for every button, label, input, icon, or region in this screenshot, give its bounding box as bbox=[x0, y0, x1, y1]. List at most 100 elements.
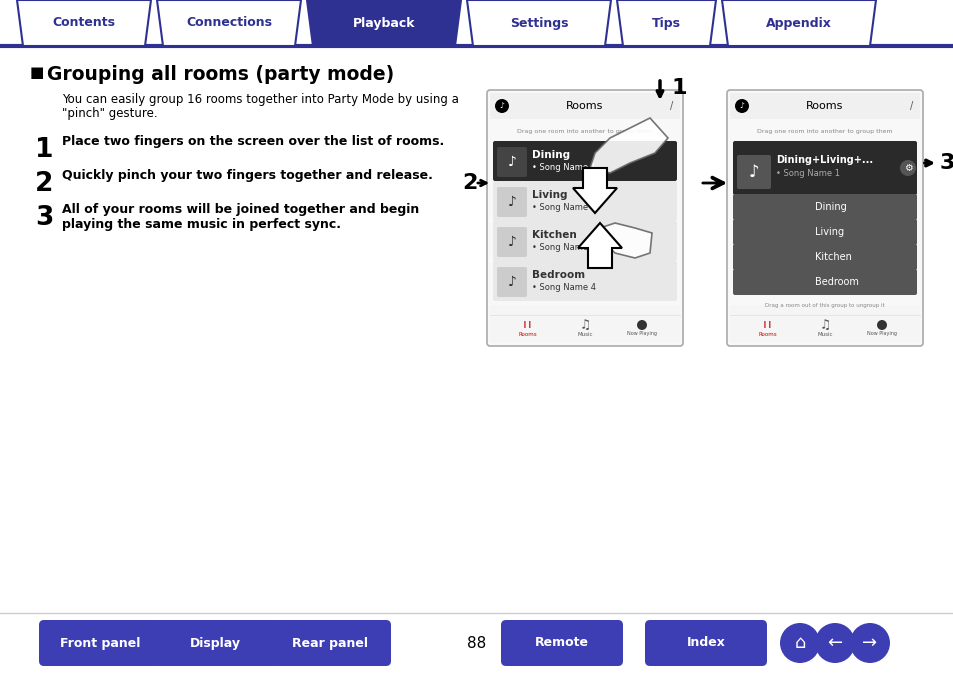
Text: • Song Name 4: • Song Name 4 bbox=[532, 283, 596, 293]
Text: Rooms: Rooms bbox=[566, 101, 603, 111]
Text: ⌂: ⌂ bbox=[794, 634, 805, 652]
FancyBboxPatch shape bbox=[493, 141, 677, 181]
Text: "pinch" gesture.: "pinch" gesture. bbox=[62, 107, 157, 120]
Text: 3: 3 bbox=[34, 205, 53, 231]
Text: Music: Music bbox=[577, 332, 592, 336]
Text: Playback: Playback bbox=[353, 17, 415, 30]
Text: Index: Index bbox=[686, 637, 724, 649]
Text: Rear panel: Rear panel bbox=[292, 637, 368, 649]
FancyBboxPatch shape bbox=[153, 620, 275, 666]
Text: /: / bbox=[909, 101, 913, 111]
Bar bbox=[729, 305, 919, 343]
Text: Rooms: Rooms bbox=[518, 332, 537, 336]
Text: Remote: Remote bbox=[535, 637, 588, 649]
Text: Now Playing: Now Playing bbox=[866, 332, 896, 336]
Text: ♪: ♪ bbox=[507, 155, 516, 169]
Text: ←: ← bbox=[826, 634, 841, 652]
Text: Dining: Dining bbox=[532, 150, 570, 160]
Text: ⚙: ⚙ bbox=[902, 163, 911, 173]
Circle shape bbox=[849, 623, 889, 663]
Text: 1: 1 bbox=[34, 137, 53, 163]
Circle shape bbox=[734, 99, 748, 113]
Text: ♫: ♫ bbox=[819, 318, 830, 332]
FancyBboxPatch shape bbox=[726, 90, 923, 346]
FancyBboxPatch shape bbox=[732, 244, 916, 270]
Text: ❙❙: ❙❙ bbox=[761, 322, 773, 328]
Text: 1: 1 bbox=[671, 78, 687, 98]
Circle shape bbox=[495, 99, 509, 113]
Text: Front panel: Front panel bbox=[60, 637, 140, 649]
Text: • Song Name 1: • Song Name 1 bbox=[532, 164, 596, 172]
Text: Grouping all rooms (party mode): Grouping all rooms (party mode) bbox=[47, 65, 394, 84]
Circle shape bbox=[780, 623, 820, 663]
Text: Contents: Contents bbox=[52, 17, 115, 30]
Text: ♪: ♪ bbox=[507, 195, 516, 209]
Text: Now Playing: Now Playing bbox=[626, 332, 657, 336]
Text: Tips: Tips bbox=[651, 17, 680, 30]
Bar bbox=[490, 93, 679, 119]
Text: →: → bbox=[862, 634, 877, 652]
Text: Kitchen: Kitchen bbox=[814, 252, 851, 262]
Polygon shape bbox=[157, 0, 301, 46]
Text: Appendix: Appendix bbox=[765, 17, 831, 30]
Text: Dining+Living+...: Dining+Living+... bbox=[775, 155, 872, 165]
Text: ♪: ♪ bbox=[507, 235, 516, 249]
FancyBboxPatch shape bbox=[732, 194, 916, 220]
Circle shape bbox=[899, 160, 915, 176]
Text: Living: Living bbox=[814, 227, 843, 237]
Polygon shape bbox=[721, 0, 875, 46]
FancyBboxPatch shape bbox=[737, 155, 770, 189]
Polygon shape bbox=[617, 0, 716, 46]
Text: Drag a room out of this group to ungroup it: Drag a room out of this group to ungroup… bbox=[764, 302, 883, 308]
Polygon shape bbox=[467, 0, 610, 46]
Text: • Song Name 1: • Song Name 1 bbox=[775, 170, 840, 178]
Text: Kitchen: Kitchen bbox=[532, 230, 577, 240]
FancyBboxPatch shape bbox=[497, 267, 526, 297]
Text: You can easily group 16 rooms together into Party Mode by using a: You can easily group 16 rooms together i… bbox=[62, 93, 458, 106]
Text: ♪: ♪ bbox=[507, 275, 516, 289]
Bar bbox=[490, 305, 679, 343]
Polygon shape bbox=[589, 118, 667, 173]
Circle shape bbox=[876, 320, 886, 330]
Text: 88: 88 bbox=[467, 635, 486, 651]
Text: ♪: ♪ bbox=[739, 102, 743, 110]
Text: Drag one room into another to group them: Drag one room into another to group them bbox=[757, 129, 892, 133]
Circle shape bbox=[814, 623, 854, 663]
FancyBboxPatch shape bbox=[39, 620, 161, 666]
Polygon shape bbox=[573, 168, 617, 213]
Text: Living: Living bbox=[532, 190, 567, 200]
Polygon shape bbox=[307, 0, 460, 46]
FancyBboxPatch shape bbox=[493, 221, 677, 261]
FancyBboxPatch shape bbox=[732, 269, 916, 295]
FancyBboxPatch shape bbox=[497, 227, 526, 257]
FancyBboxPatch shape bbox=[493, 261, 677, 301]
Text: ♪: ♪ bbox=[499, 102, 504, 110]
FancyBboxPatch shape bbox=[497, 147, 526, 177]
FancyBboxPatch shape bbox=[644, 620, 766, 666]
Text: Rooms: Rooms bbox=[805, 101, 842, 111]
Text: All of your rooms will be joined together and begin: All of your rooms will be joined togethe… bbox=[62, 203, 418, 216]
Text: Dining: Dining bbox=[814, 202, 846, 212]
Text: • Song Name 2: • Song Name 2 bbox=[532, 203, 596, 213]
Text: ■: ■ bbox=[30, 65, 45, 80]
FancyBboxPatch shape bbox=[497, 187, 526, 217]
FancyBboxPatch shape bbox=[732, 141, 916, 195]
Text: /: / bbox=[670, 101, 673, 111]
Text: Rooms: Rooms bbox=[758, 332, 777, 336]
Text: Drag one room into another to group them: Drag one room into another to group them bbox=[517, 129, 652, 133]
Text: Bedroom: Bedroom bbox=[814, 277, 858, 287]
Text: Settings: Settings bbox=[509, 17, 568, 30]
Text: ❙❙: ❙❙ bbox=[521, 322, 534, 328]
FancyBboxPatch shape bbox=[493, 181, 677, 221]
FancyBboxPatch shape bbox=[500, 620, 622, 666]
Text: ♫: ♫ bbox=[578, 318, 590, 332]
Text: Display: Display bbox=[190, 637, 240, 649]
Text: Place two fingers on the screen over the list of rooms.: Place two fingers on the screen over the… bbox=[62, 135, 444, 148]
Text: 2: 2 bbox=[461, 173, 476, 193]
Text: 2: 2 bbox=[34, 171, 53, 197]
Text: ♪: ♪ bbox=[748, 163, 759, 181]
FancyBboxPatch shape bbox=[732, 219, 916, 245]
Polygon shape bbox=[578, 223, 621, 268]
Text: 3: 3 bbox=[939, 153, 953, 173]
Text: Connections: Connections bbox=[186, 17, 272, 30]
